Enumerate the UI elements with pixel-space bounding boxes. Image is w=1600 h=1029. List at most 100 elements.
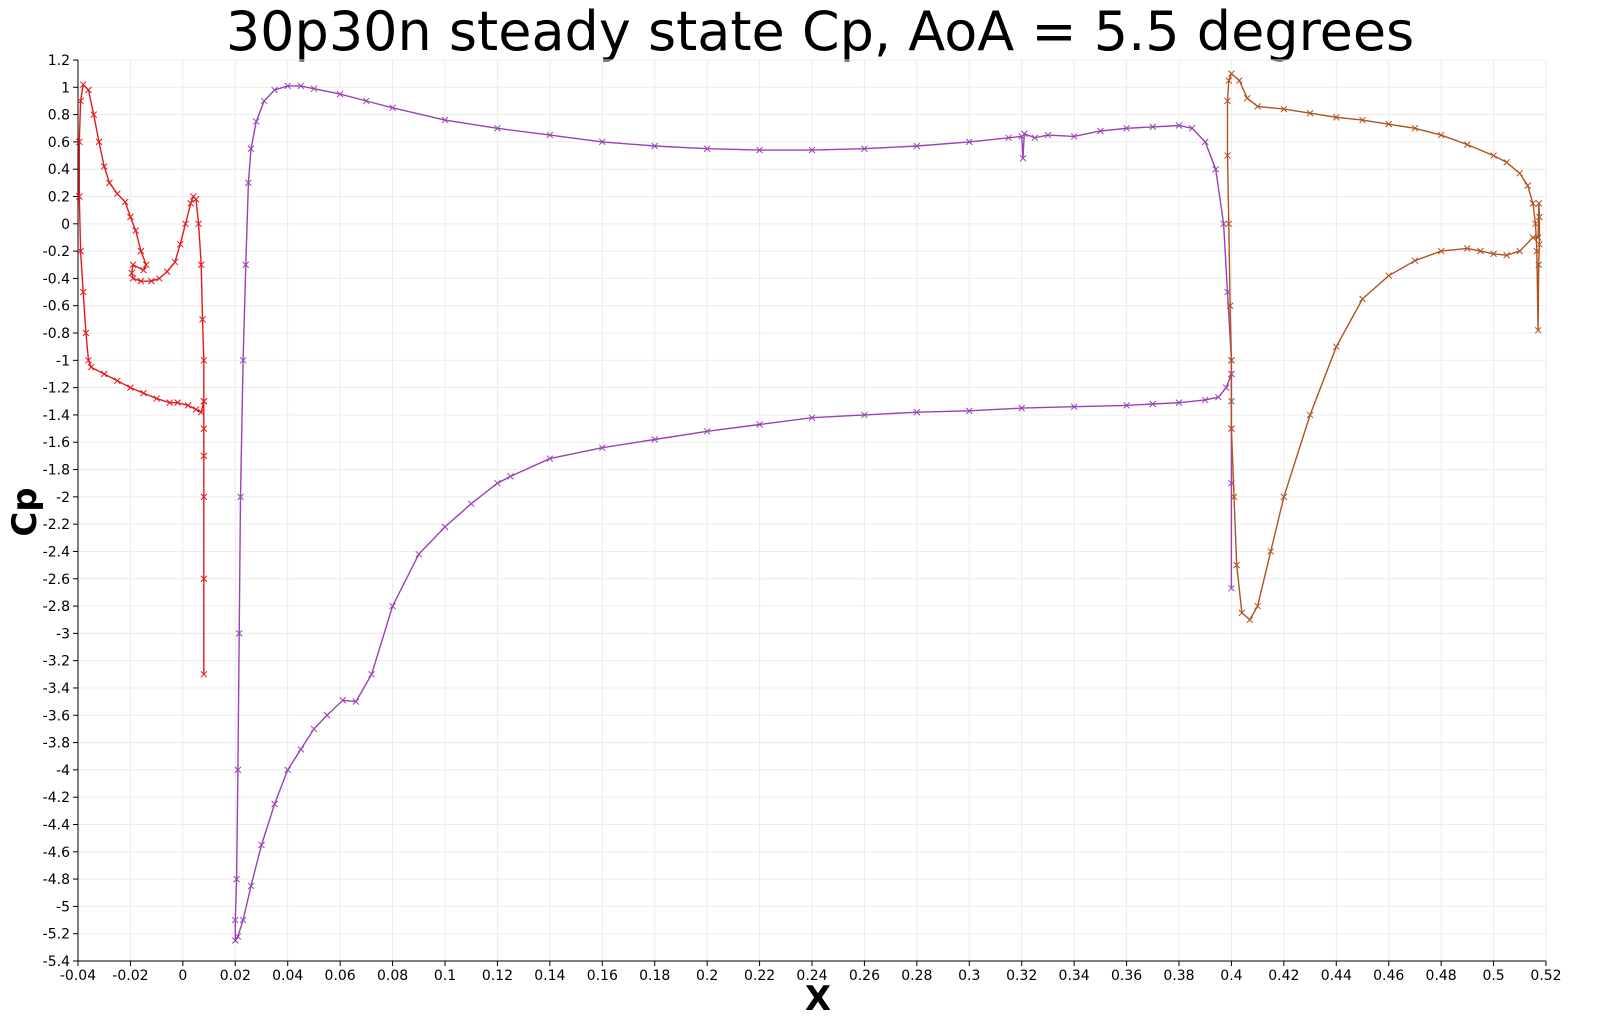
x-tick-label: 0.44 (1321, 968, 1352, 984)
data-point (389, 104, 396, 112)
data-point (1254, 103, 1261, 110)
data-point (703, 145, 711, 153)
data-point (1224, 97, 1231, 105)
x-tick-label: 0.26 (849, 968, 880, 984)
data-point (1212, 165, 1220, 173)
data-point (507, 473, 514, 480)
data-point (1222, 384, 1230, 391)
data-point (1188, 124, 1196, 132)
data-point (113, 377, 121, 385)
data-point (913, 408, 921, 416)
data-point (75, 138, 83, 146)
data-point (1230, 493, 1238, 501)
x-tick-label: 0.52 (1530, 968, 1561, 984)
data-point (1044, 131, 1052, 139)
data-point (756, 421, 763, 428)
data-point (200, 425, 208, 432)
y-tick-label: -4.2 (43, 790, 70, 806)
data-point (1332, 343, 1340, 351)
data-point (129, 261, 137, 269)
data-point (1214, 393, 1222, 401)
chart-title: 30p30n steady state Cp, AoA = 5.5 degree… (226, 0, 1414, 63)
series-line (78, 83, 205, 675)
data-point (235, 630, 243, 637)
data-point (1524, 182, 1532, 189)
data-point (1535, 261, 1543, 269)
data-point (1201, 138, 1209, 146)
data-point (1228, 70, 1235, 78)
data-point (494, 479, 501, 487)
x-tick-label: -0.02 (112, 968, 148, 984)
data-point (200, 397, 208, 405)
y-tick-label: -3.4 (43, 681, 70, 697)
data-point (1332, 113, 1340, 121)
data-point (75, 193, 83, 200)
x-tick-label: 0.04 (272, 968, 303, 984)
tick-labels-layer: -0.04 -0.02 0 0.02 0.04 0.06 0.08 0.1 0.12 0.14 0.… (43, 53, 1562, 984)
data-point (756, 146, 763, 154)
y-tick-label: -2.2 (43, 517, 70, 533)
data-point (163, 268, 171, 275)
x-tick-label: 0.36 (1111, 968, 1142, 984)
data-point (233, 875, 240, 883)
data-point (155, 275, 163, 282)
x-tick-label: 0.16 (587, 968, 618, 984)
data-point (113, 190, 121, 198)
data-point (1225, 77, 1233, 84)
x-tick-label: 0.32 (1006, 968, 1037, 984)
y-tick-label: -2 (56, 490, 70, 506)
x-tick-label: 0.42 (1268, 968, 1299, 984)
data-point (598, 138, 606, 146)
x-tick-label: 0.48 (1426, 968, 1457, 984)
data-point (965, 407, 973, 415)
data-point (323, 711, 331, 719)
x-tick-label: 0.3 (958, 968, 980, 984)
y-tick-label: 0.2 (48, 190, 70, 206)
y-tick-label: 0 (61, 217, 70, 233)
data-point (234, 933, 242, 940)
data-point (1385, 120, 1393, 128)
data-point (174, 399, 181, 407)
data-point (153, 395, 160, 402)
data-point (85, 356, 92, 364)
data-point (1226, 302, 1234, 310)
data-point (176, 240, 184, 248)
data-point (965, 138, 973, 146)
data-point (197, 261, 205, 269)
data-point (1225, 220, 1233, 228)
data-point (197, 408, 205, 416)
data-point (1533, 247, 1541, 255)
data-point (808, 414, 816, 422)
series-1 (75, 81, 208, 678)
data-point (1411, 257, 1419, 265)
data-point (703, 427, 711, 435)
data-point (200, 670, 208, 678)
data-point (1267, 548, 1275, 555)
x-tick-label: 0.14 (534, 968, 565, 984)
data-point (1238, 609, 1246, 617)
data-point (231, 937, 239, 944)
data-point (339, 696, 347, 704)
data-point (1359, 116, 1366, 124)
data-point (1018, 404, 1026, 412)
data-point (1123, 402, 1130, 409)
data-point (200, 575, 208, 583)
data-point (121, 198, 129, 206)
data-point (1020, 130, 1028, 138)
data-point (1201, 396, 1209, 404)
x-tick-label: 0.1 (434, 968, 456, 984)
data-point (142, 261, 150, 269)
data-point (258, 841, 265, 849)
x-tick-label: 0 (178, 968, 187, 984)
y-tick-label: -4 (56, 763, 70, 779)
data-point (85, 86, 92, 94)
data-point (127, 213, 134, 221)
data-point (1149, 123, 1157, 131)
data-point (200, 452, 208, 460)
y-tick-label: -0.8 (43, 326, 70, 342)
data-point (441, 523, 449, 531)
y-tick-label: -1.2 (43, 381, 70, 397)
data-point (1005, 134, 1012, 142)
x-tick-label: 0.08 (377, 968, 408, 984)
